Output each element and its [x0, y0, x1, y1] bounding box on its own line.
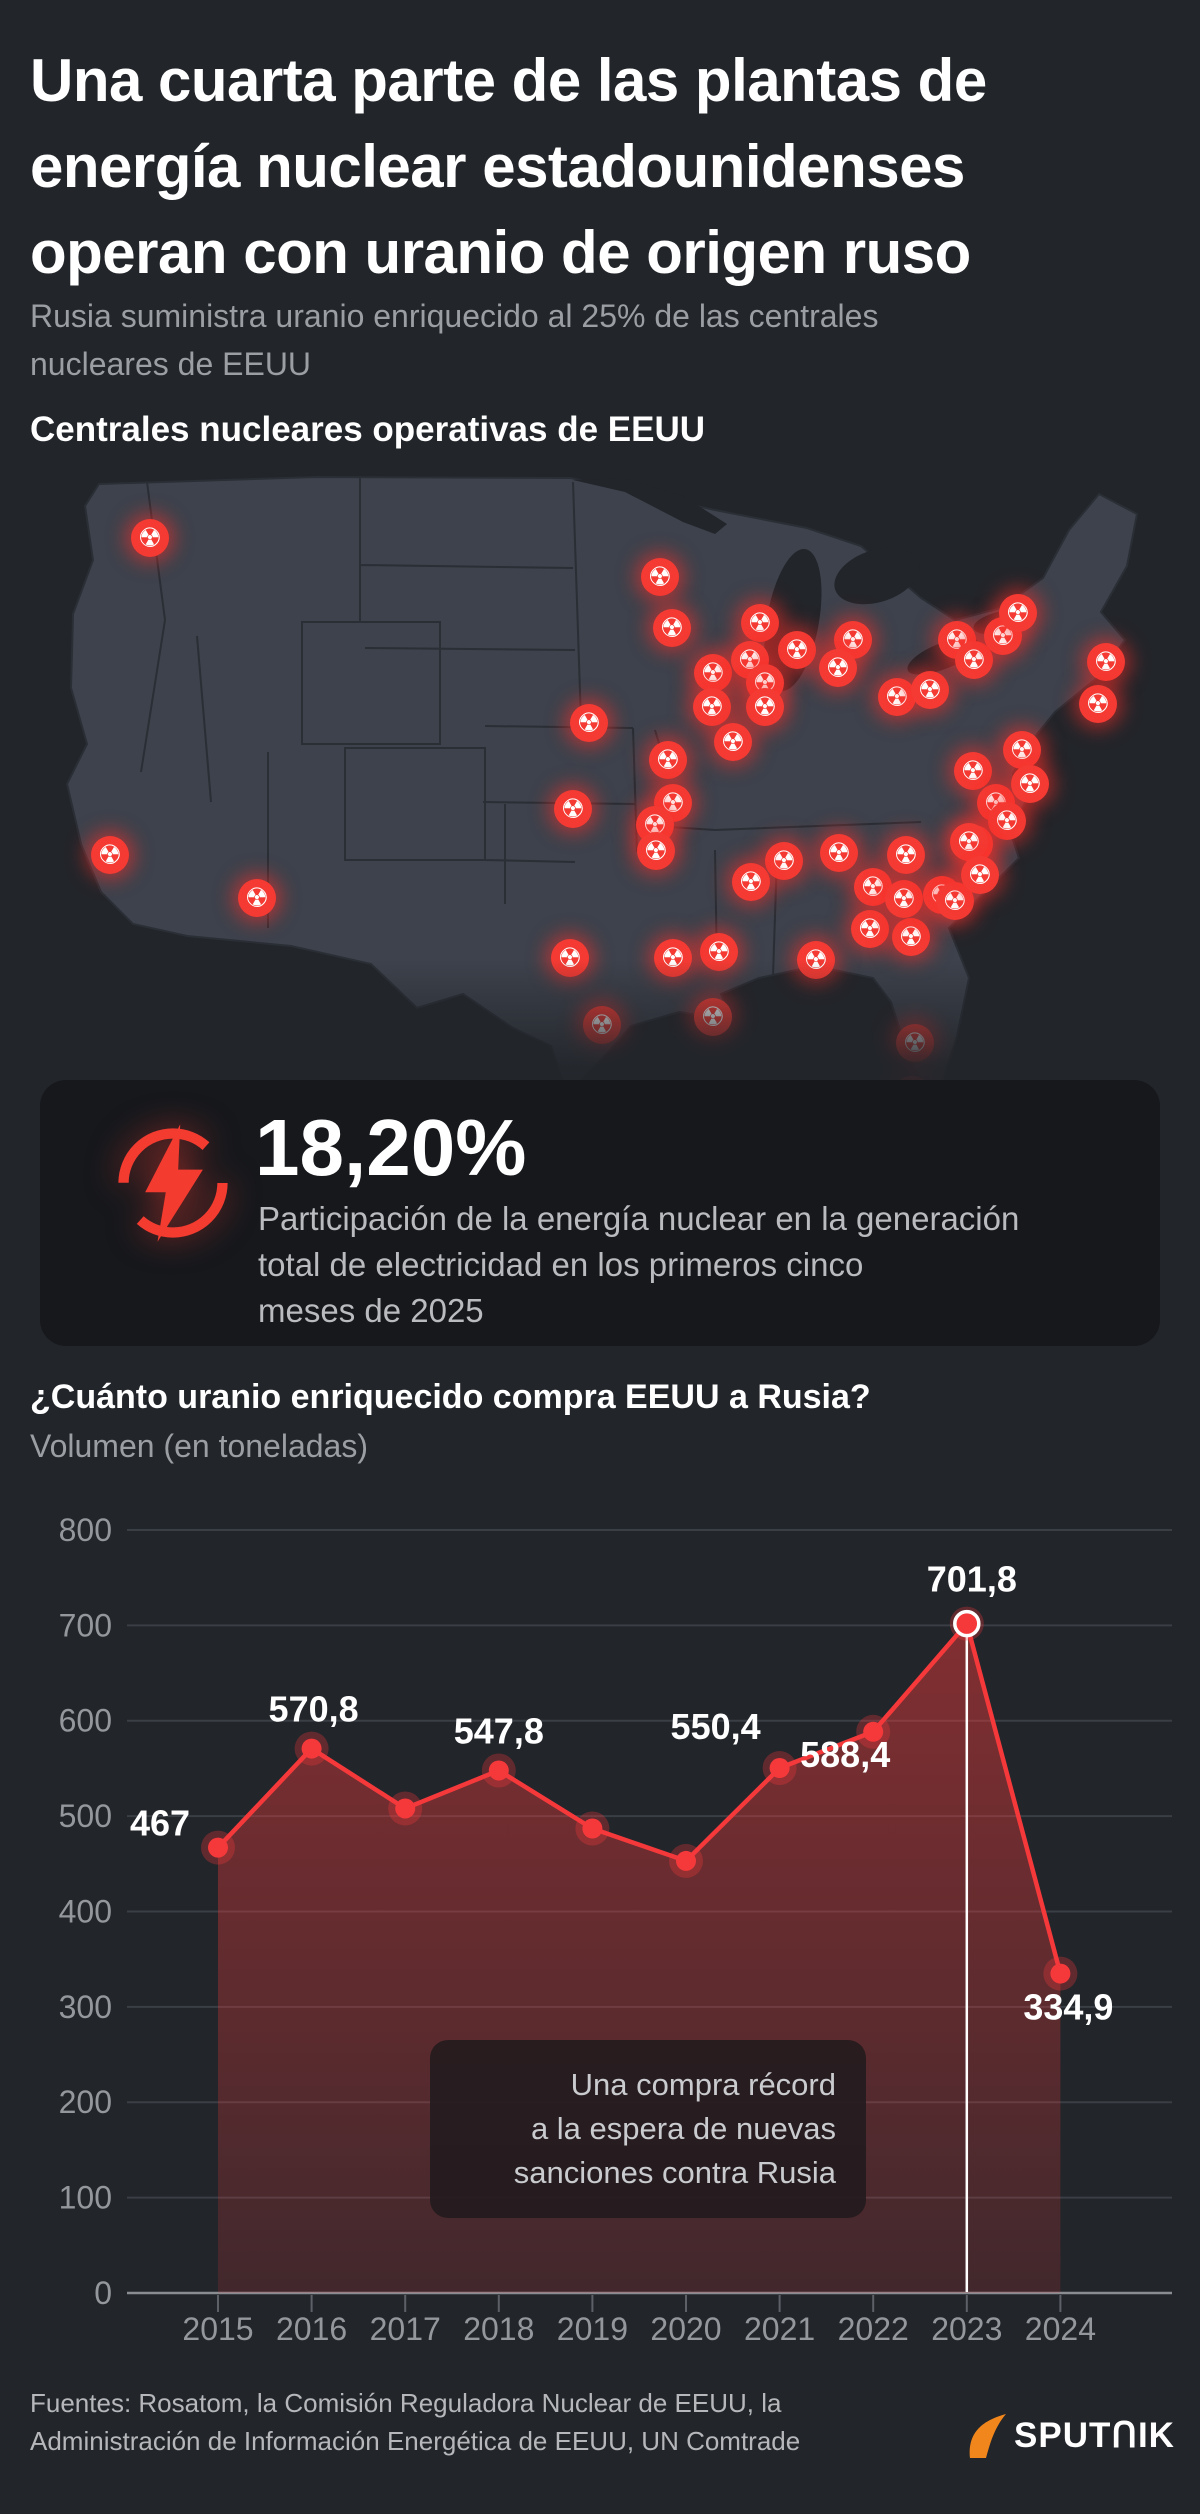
radiation-trefoil-icon: ☢ [854, 868, 892, 906]
svg-text:588,4: 588,4 [800, 1734, 890, 1775]
svg-text:570,8: 570,8 [269, 1689, 359, 1730]
chart-subtitle: Volumen (en toneladas) [30, 1428, 368, 1464]
radiation-trefoil-icon: ☢ [1079, 685, 1117, 723]
stat-value: 18,20% [255, 1103, 527, 1192]
svg-text:800: 800 [59, 1512, 112, 1548]
svg-text:2023: 2023 [931, 2311, 1002, 2347]
radiation-trefoil-icon: ☢ [887, 836, 925, 874]
radiation-trefoil-icon: ☢ [954, 752, 992, 790]
page-title: Una cuarta parte de las plantas de energ… [30, 47, 987, 286]
radiation-trefoil-icon: ☢ [988, 802, 1026, 840]
radiation-trefoil-icon: ☢ [911, 671, 949, 709]
svg-text:701,8: 701,8 [927, 1559, 1017, 1600]
svg-text:2021: 2021 [744, 2311, 815, 2347]
radiation-trefoil-icon: ☢ [131, 519, 169, 557]
lake-superior [573, 478, 727, 534]
radiation-trefoil-icon: ☢ [819, 649, 857, 687]
chart-title: ¿Cuánto uranio enriquecido compra EEUU a… [30, 1378, 871, 1416]
radiation-trefoil-icon: ☢ [765, 842, 803, 880]
radiation-trefoil-icon: ☢ [961, 856, 999, 894]
uranium-purchases-chart: 800 700 600 500 400 300 200 100 0 2015 2016 2017 201… [59, 1512, 1172, 2347]
radiation-trefoil-icon: ☢ [950, 823, 988, 861]
radiation-trefoil-icon: ☢ [570, 704, 608, 742]
stat-description: Participación de la energía nuclear en l… [258, 1200, 1020, 1329]
svg-text:547,8: 547,8 [454, 1711, 544, 1752]
radiation-trefoil-icon: ☢ [851, 910, 889, 948]
radiation-trefoil-icon: ☢ [892, 918, 930, 956]
map-section-heading: Centrales nucleares operativas de EEUU [30, 410, 706, 449]
radiation-trefoil-icon: ☢ [554, 790, 592, 828]
radiation-trefoil-icon: ☢ [694, 654, 732, 692]
radiation-trefoil-icon: ☢ [999, 594, 1037, 632]
radiation-trefoil-icon: ☢ [641, 558, 679, 596]
svg-text:400: 400 [59, 1893, 112, 1929]
svg-text:2024: 2024 [1025, 2311, 1096, 2347]
radiation-trefoil-icon: ☢ [653, 609, 691, 647]
radiation-trefoil-icon: ☢ [778, 631, 816, 669]
radiation-trefoil-icon: ☢ [91, 836, 129, 874]
svg-text:550,4: 550,4 [671, 1706, 761, 1747]
svg-text:2017: 2017 [370, 2311, 441, 2347]
svg-text:2015: 2015 [182, 2311, 253, 2347]
svg-text:2019: 2019 [557, 2311, 628, 2347]
svg-text:2016: 2016 [276, 2311, 347, 2347]
radiation-trefoil-icon: ☢ [955, 641, 993, 679]
svg-text:2022: 2022 [838, 2311, 909, 2347]
us-map: ☢ ☢ ☢ ☢ ☢ ☢ ☢ ☢ ☢ ☢ ☢ ☢ ☢ ☢ ☢ ☢ ☢ ☢ ☢ ☢ ☢ ☢ ☢ ☢ ☢ ☢ ☢ ☢ ☢ ☢ ☢ ☢ ☢ ☢ ☢ ☢ ☢ ☢ ☢ ☢… [15, 470, 1185, 1114]
sputnik-logo-text: SPUTᑎIK [1014, 2416, 1175, 2455]
radiation-trefoil-icon: ☢ [834, 621, 872, 659]
radiation-trefoil-icon: ☢ [1003, 731, 1041, 769]
lightning-bolt-icon [118, 1124, 228, 1242]
radiation-trefoil-icon: ☢ [746, 688, 784, 726]
radiation-trefoil-icon: ☢ [714, 723, 752, 761]
svg-text:700: 700 [59, 1607, 112, 1643]
radiation-trefoil-icon: ☢ [741, 604, 779, 642]
svg-text:600: 600 [59, 1703, 112, 1739]
radiation-trefoil-icon: ☢ [732, 863, 770, 901]
chart-annotation: Una compra récord a la espera de nuevas … [430, 2040, 866, 2218]
radiation-trefoil-icon: ☢ [649, 741, 687, 779]
sources-text: Fuentes: Rosatom, la Comisión Reguladora… [30, 2388, 801, 2456]
radiation-trefoil-icon: ☢ [1011, 765, 1049, 803]
radiation-trefoil-icon: ☢ [637, 832, 675, 870]
sputnik-logo: SPUTᑎIK [966, 2408, 1176, 2464]
lake-huron [834, 547, 920, 605]
svg-text:100: 100 [59, 2180, 112, 2216]
radiation-trefoil-icon: ☢ [878, 678, 916, 716]
nuclear-share-card: 18,20% Participación de la energía nucle… [40, 1080, 1160, 1346]
radiation-trefoil-icon: ☢ [1087, 643, 1125, 681]
svg-text:300: 300 [59, 1989, 112, 2025]
page-subtitle: Rusia suministra uranio enriquecido al 2… [30, 298, 879, 382]
nuclear-plant-markers: ☢ ☢ ☢ ☢ ☢ ☢ ☢ ☢ ☢ ☢ ☢ ☢ ☢ ☢ ☢ ☢ ☢ ☢ ☢ ☢ ☢ ☢ ☢ ☢ ☢ ☢ ☢ ☢ ☢ ☢ ☢ ☢ ☢ ☢ ☢ ☢ ☢ ☢ ☢ ☢… [15, 470, 1185, 1114]
svg-text:467: 467 [130, 1803, 190, 1844]
svg-text:334,9: 334,9 [1023, 1987, 1113, 2028]
radiation-trefoil-icon: ☢ [885, 880, 923, 918]
svg-text:0: 0 [94, 2275, 112, 2311]
sputnik-arrow-icon [969, 2414, 1006, 2458]
radiation-trefoil-icon: ☢ [693, 688, 731, 726]
svg-text:2018: 2018 [463, 2311, 534, 2347]
radiation-trefoil-icon: ☢ [238, 879, 276, 917]
radiation-trefoil-icon: ☢ [820, 834, 858, 872]
svg-text:200: 200 [59, 2084, 112, 2120]
svg-text:500: 500 [59, 1798, 112, 1834]
svg-text:2020: 2020 [650, 2311, 721, 2347]
